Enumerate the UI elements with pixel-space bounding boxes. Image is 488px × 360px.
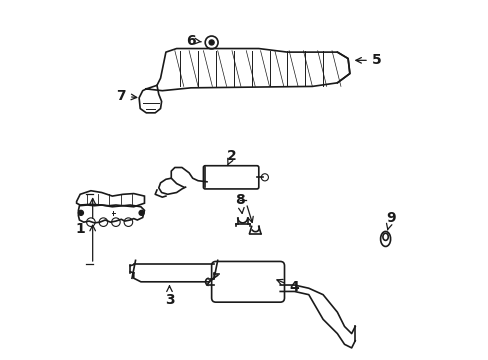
Text: 8: 8 <box>235 193 244 213</box>
Text: 4: 4 <box>276 279 299 294</box>
Text: 5: 5 <box>355 53 381 67</box>
Text: 1: 1 <box>75 222 85 236</box>
Circle shape <box>209 40 214 45</box>
Text: 2: 2 <box>226 149 236 166</box>
Text: 9: 9 <box>386 211 395 230</box>
Text: 3: 3 <box>164 286 174 307</box>
Text: 6: 6 <box>186 34 201 48</box>
Circle shape <box>78 210 83 215</box>
Circle shape <box>139 210 144 215</box>
Text: 7: 7 <box>116 89 137 103</box>
